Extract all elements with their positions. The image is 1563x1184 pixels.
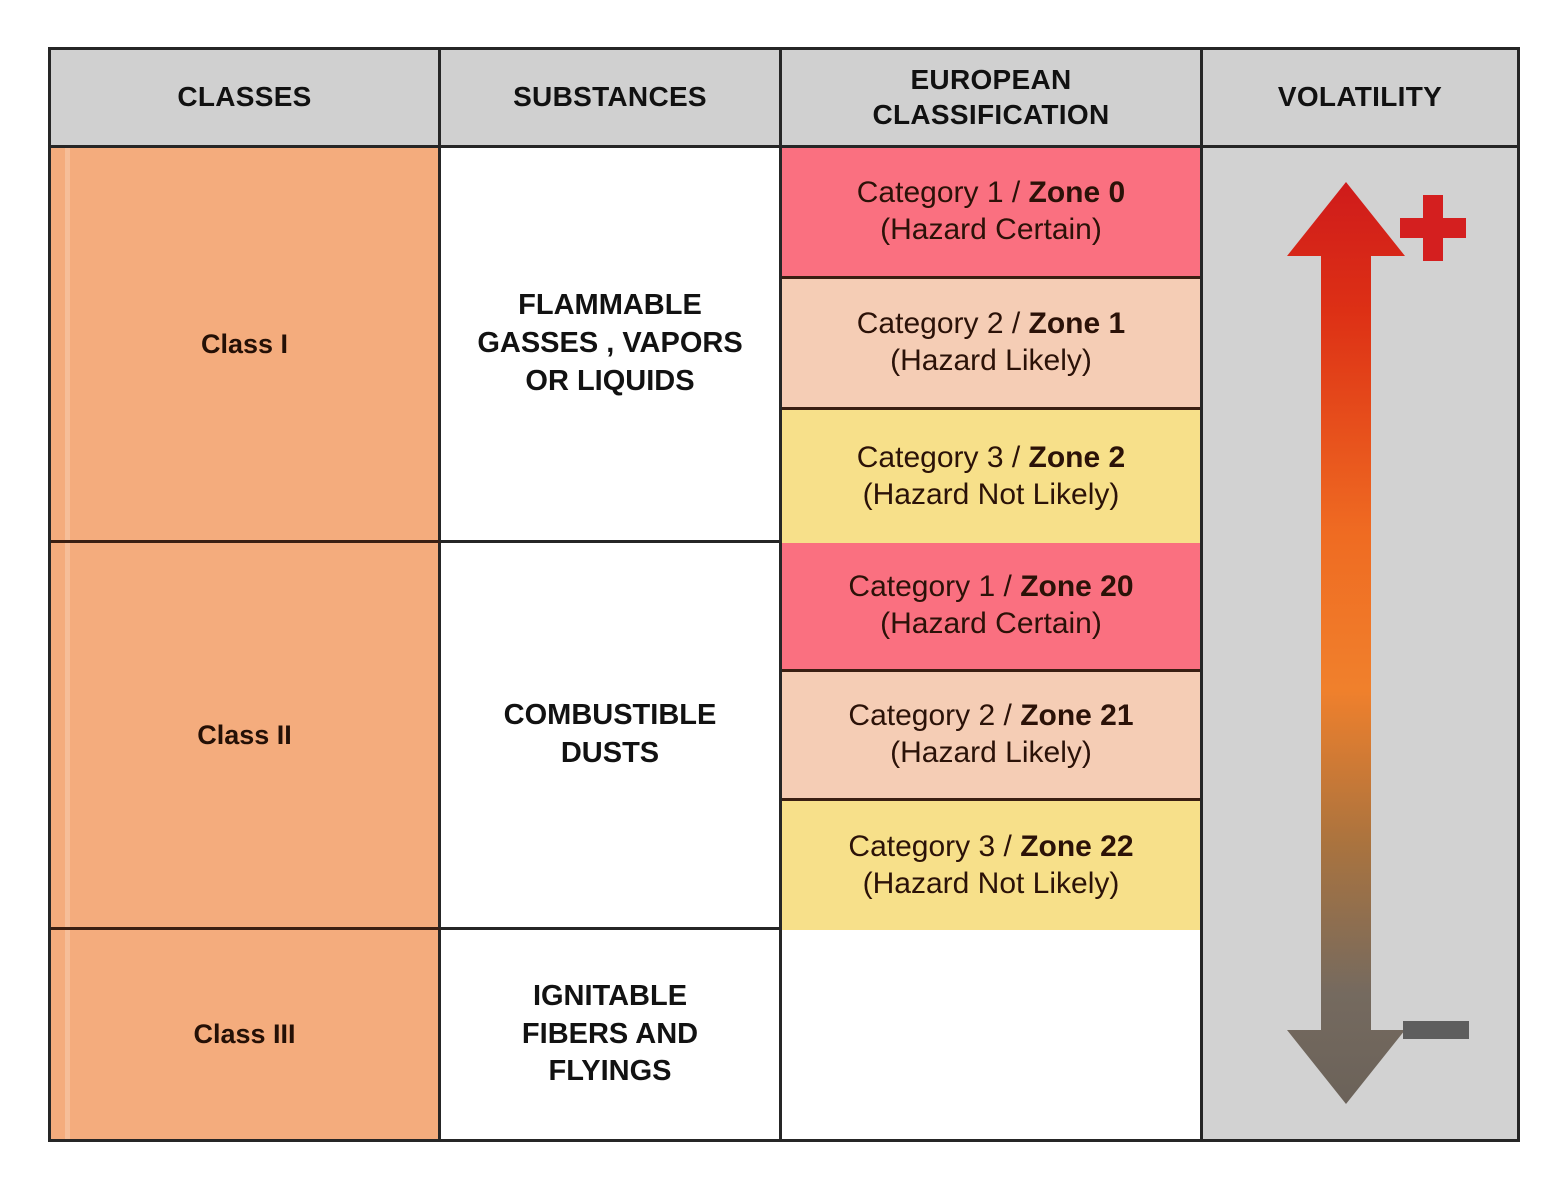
column-header-classes: CLASSES xyxy=(51,50,441,148)
substance-1-line2: GASSES , VAPORS xyxy=(477,327,743,360)
column-header-classes-label: CLASSES xyxy=(177,81,312,113)
column-header-european-classification-line2: CLASSIFICATION xyxy=(872,98,1110,130)
hazardous-area-classification-table: CLASSES SUBSTANCES EUROPEAN CLASSIFICATI… xyxy=(48,47,1520,1142)
substance-1-line3: OR LIQUIDS xyxy=(525,364,695,397)
classification-item-cat1-zone20-title: Category 1 / Zone 20 xyxy=(848,569,1133,606)
classification-item-cat1-zone0-zone: Zone 0 xyxy=(1028,176,1126,210)
substance-2-line2: DUSTS xyxy=(560,737,660,769)
classification-item-cat2-zone21-hazard: (Hazard Likely) xyxy=(890,736,1092,769)
classification-item-cat3-zone2-hazard: (Hazard Not Likely) xyxy=(862,477,1120,511)
classification-item-cat3-zone22-zone: Zone 22 xyxy=(1020,829,1134,863)
classification-item-cat3-zone22-title: Category 3 / Zone 22 xyxy=(848,829,1133,866)
column-header-volatility: VOLATILITY xyxy=(1203,50,1517,148)
classification-item-cat2-zone1: Category 2 / Zone 1 (Hazard Likely) xyxy=(782,279,1200,410)
classification-item-cat1-zone0-hazard: (Hazard Certain) xyxy=(880,213,1102,246)
classification-item-cat3-zone22-category: Category 3 / xyxy=(848,829,1021,863)
classification-item-cat1-zone20-zone: Zone 20 xyxy=(1020,570,1134,604)
table-row-class-3-class-cell: Class III xyxy=(51,930,441,1139)
substance-3-line3: FLYINGS xyxy=(548,1055,672,1088)
class-label-1: Class I xyxy=(200,328,289,359)
class-label-3: Class III xyxy=(193,1019,296,1049)
classification-item-cat3-zone2: Category 3 / Zone 2 (Hazard Not Likely) xyxy=(782,410,1200,543)
table-row-class-3-classification-cell xyxy=(782,930,1203,1139)
substance-3-line2: FIBERS AND xyxy=(521,1017,699,1050)
classification-item-cat1-zone20: Category 1 / Zone 20 (Hazard Certain) xyxy=(782,543,1200,672)
classification-item-cat2-zone1-hazard: (Hazard Likely) xyxy=(890,344,1092,377)
table-row-class-2-class-cell: Class II xyxy=(51,543,441,930)
classification-item-cat2-zone21: Category 2 / Zone 21 (Hazard Likely) xyxy=(782,672,1200,801)
substance-2-line1: COMBUSTIBLE xyxy=(503,699,717,732)
classification-item-cat1-zone20-hazard: (Hazard Certain) xyxy=(880,607,1102,640)
table-row-class-1-classification-cell: Category 1 / Zone 0 (Hazard Certain) Cat… xyxy=(782,148,1203,543)
double-headed-vertical-arrow-icon xyxy=(1287,182,1405,1104)
classification-item-cat3-zone22: Category 3 / Zone 22 (Hazard Not Likely) xyxy=(782,801,1200,930)
volatility-column-body xyxy=(1203,148,1517,1139)
table-row-class-1-substance-cell: FLAMMABLE GASSES , VAPORS OR LIQUIDS xyxy=(441,148,782,543)
classification-item-cat2-zone21-category: Category 2 / xyxy=(848,699,1021,733)
classification-item-cat3-zone2-zone: Zone 2 xyxy=(1028,440,1126,474)
classification-item-cat1-zone0-category: Category 1 / xyxy=(856,176,1029,210)
column-header-substances-label: SUBSTANCES xyxy=(513,81,707,113)
plus-icon xyxy=(1400,195,1466,261)
minus-icon xyxy=(1403,1021,1469,1039)
table-grid: CLASSES SUBSTANCES EUROPEAN CLASSIFICATI… xyxy=(51,50,1517,1139)
column-header-european-classification: EUROPEAN CLASSIFICATION xyxy=(782,50,1203,148)
classification-item-cat2-zone21-title: Category 2 / Zone 21 xyxy=(848,698,1133,735)
table-row-class-3-substance-cell: IGNITABLE FIBERS AND FLYINGS xyxy=(441,930,782,1139)
classification-item-cat1-zone20-category: Category 1 / xyxy=(848,570,1021,604)
classification-item-cat1-zone0-title: Category 1 / Zone 0 xyxy=(857,175,1125,212)
classification-item-cat1-zone0: Category 1 / Zone 0 (Hazard Certain) xyxy=(782,148,1200,279)
substance-3-line1: IGNITABLE xyxy=(532,979,688,1012)
table-row-class-2-classification-cell: Category 1 / Zone 20 (Hazard Certain) Ca… xyxy=(782,543,1203,930)
classification-item-cat3-zone2-category: Category 3 / xyxy=(856,440,1029,474)
classification-item-cat2-zone1-title: Category 2 / Zone 1 xyxy=(857,306,1125,343)
classification-item-cat2-zone21-zone: Zone 21 xyxy=(1020,699,1134,733)
column-header-european-classification-line1: EUROPEAN xyxy=(910,64,1072,96)
classification-item-cat2-zone1-category: Category 2 / xyxy=(856,307,1029,341)
classification-item-cat2-zone1-zone: Zone 1 xyxy=(1028,307,1126,341)
class-label-2: Class II xyxy=(197,719,292,750)
table-row-class-1-class-cell: Class I xyxy=(51,148,441,543)
classification-item-cat3-zone2-title: Category 3 / Zone 2 xyxy=(857,440,1125,477)
table-row-class-2-substance-cell: COMBUSTIBLE DUSTS xyxy=(441,543,782,930)
substance-1-line1: FLAMMABLE xyxy=(518,289,702,322)
column-header-volatility-label: VOLATILITY xyxy=(1277,81,1443,113)
column-header-substances: SUBSTANCES xyxy=(441,50,782,148)
classification-item-cat3-zone22-hazard: (Hazard Not Likely) xyxy=(862,866,1120,900)
